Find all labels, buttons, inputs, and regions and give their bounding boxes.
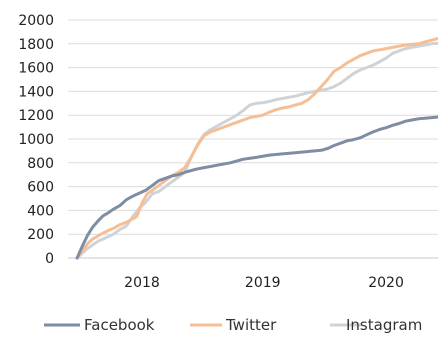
- y-tick-label: 2000: [18, 13, 54, 29]
- series-line-instagram: [75, 41, 438, 260]
- series-line-twitter: [75, 36, 438, 260]
- y-axis-tick-labels: 0 200 400 600 800 1000 1200 1400 1600 1800 2000: [18, 13, 54, 267]
- legend-label: Facebook: [84, 316, 155, 334]
- y-tick-label: 800: [27, 156, 54, 172]
- y-tick-label: 600: [27, 180, 54, 196]
- legend-label: Twitter: [225, 316, 277, 334]
- legend-item-twitter: Twitter: [190, 316, 277, 334]
- legend-item-facebook: Facebook: [44, 316, 155, 334]
- x-axis-tick-labels: 2018 2019 2020: [124, 275, 404, 291]
- series-line-facebook: [75, 115, 438, 260]
- legend-item-instagram: Instagram: [330, 316, 422, 334]
- x-tick-label: 2018: [124, 275, 160, 291]
- x-tick-label: 2020: [368, 275, 404, 291]
- y-tick-label: 1600: [18, 61, 54, 77]
- legend-label: Instagram: [346, 316, 422, 334]
- y-tick-label: 1400: [18, 84, 54, 100]
- y-tick-label: 400: [27, 203, 54, 219]
- legend: Facebook Twitter Instagram: [44, 316, 422, 334]
- y-tick-label: 1000: [18, 132, 54, 148]
- y-tick-label: 200: [27, 227, 54, 243]
- series-lines: [75, 36, 438, 260]
- y-tick-label: 1200: [18, 108, 54, 124]
- y-tick-label: 1800: [18, 37, 54, 53]
- y-tick-label: 0: [45, 251, 54, 267]
- grid-lines: [68, 19, 438, 259]
- x-tick-label: 2019: [245, 275, 281, 291]
